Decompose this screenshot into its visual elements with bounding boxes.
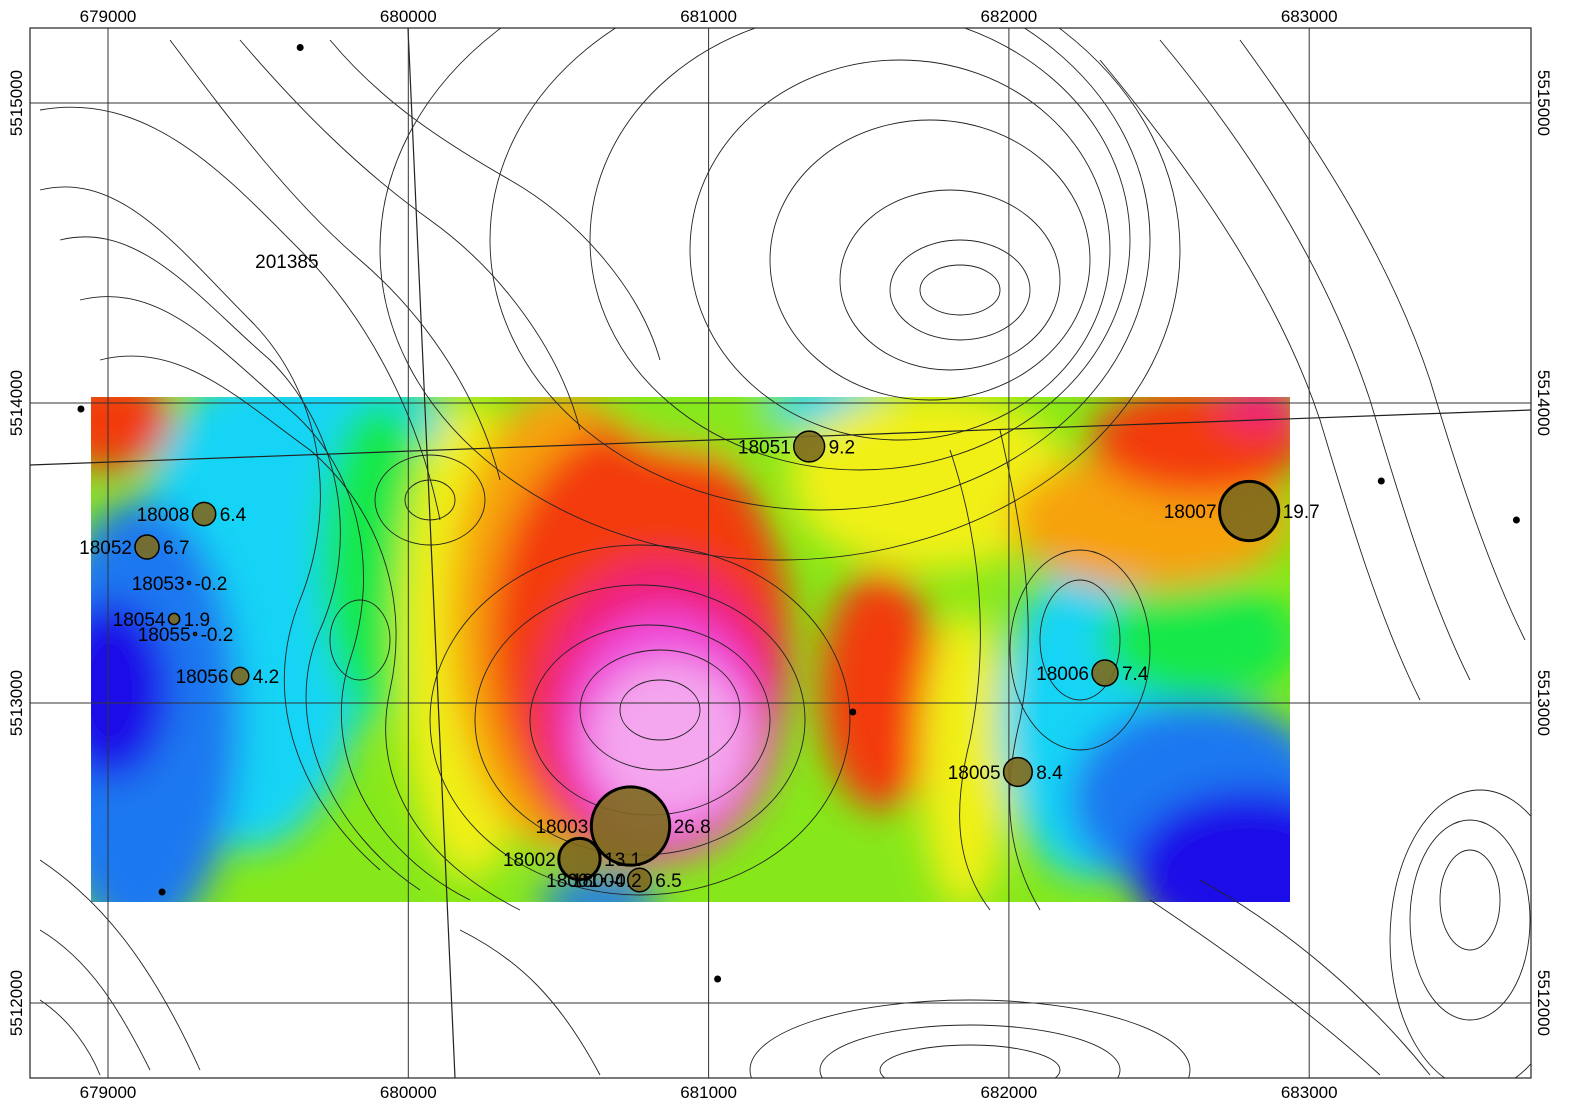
station-id-label: 18052 bbox=[79, 538, 132, 559]
x-tick-label-top: 681000 bbox=[680, 7, 737, 26]
station-marker bbox=[1002, 756, 1033, 788]
y-tick-label-left: 5514000 bbox=[7, 370, 26, 436]
station-marker bbox=[230, 666, 250, 686]
reference-point bbox=[296, 44, 304, 51]
station-id-label: 18053 bbox=[132, 574, 185, 595]
y-tick-label-right: 5513000 bbox=[1534, 670, 1553, 736]
color-raster bbox=[91, 397, 1290, 902]
survey-lines bbox=[29, 27, 1532, 1079]
station-id-label: 18004 bbox=[572, 871, 625, 892]
x-tick-label-top: 679000 bbox=[80, 7, 137, 26]
station-marker bbox=[1218, 479, 1281, 543]
map-frame: 679000 679000 680000 680000 681000 681000 6820… bbox=[7, 7, 1553, 1102]
y-tick-label-left: 5515000 bbox=[7, 70, 26, 136]
station-id-label: 18003 bbox=[535, 817, 588, 838]
map-grid bbox=[30, 28, 1531, 1078]
station-value-label: 7.4 bbox=[1122, 664, 1149, 685]
station-value-label: -0.2 bbox=[609, 871, 642, 892]
station-value-label: 6.7 bbox=[163, 538, 189, 559]
y-tick-label-right: 5514000 bbox=[1534, 370, 1553, 436]
x-tick-label-bottom: 683000 bbox=[1281, 1083, 1338, 1102]
station-value-label: 1.9 bbox=[184, 610, 210, 631]
station-value-label: 4.2 bbox=[253, 667, 279, 688]
station-markers bbox=[134, 430, 1281, 893]
station-labels: 18051 9.2 18007 19.7 18008 6.4 18052 6.7 18053 -0… bbox=[79, 438, 1320, 893]
station-value-label: 6.4 bbox=[220, 505, 247, 526]
station-id-label: 18008 bbox=[137, 505, 190, 526]
station-id-label: 18007 bbox=[1164, 502, 1217, 523]
station-marker bbox=[186, 580, 192, 586]
station-value-label: 26.8 bbox=[674, 817, 711, 838]
station-id-label: 18051 bbox=[738, 438, 791, 459]
station-value-label: -0.2 bbox=[201, 625, 234, 646]
station-value-label: 6.5 bbox=[655, 871, 681, 892]
station-value-label: 13.1 bbox=[604, 850, 641, 871]
station-id-label: 18006 bbox=[1036, 664, 1089, 685]
station-id-label: 18002 bbox=[503, 850, 556, 871]
x-tick-label-top: 683000 bbox=[1281, 7, 1338, 26]
station-id-label: 18056 bbox=[176, 667, 229, 688]
station-id-label: 18001 bbox=[546, 871, 599, 892]
y-tick-label-left: 5513000 bbox=[7, 670, 26, 736]
station-marker bbox=[589, 785, 672, 867]
reference-point bbox=[77, 405, 85, 413]
station-marker bbox=[793, 430, 826, 463]
y-tick-label-right: 5512000 bbox=[1534, 970, 1553, 1036]
reference-points bbox=[77, 44, 1520, 983]
station-value-label: 19.7 bbox=[1283, 502, 1320, 523]
station-marker bbox=[191, 501, 217, 527]
station-value-label: 9.2 bbox=[829, 438, 855, 459]
y-tick-label-right: 5515000 bbox=[1534, 70, 1553, 136]
x-tick-label-top: 682000 bbox=[981, 7, 1038, 26]
reference-point bbox=[1377, 477, 1385, 485]
station-id-label: 18005 bbox=[948, 763, 1001, 784]
x-tick-label-top: 680000 bbox=[380, 7, 437, 26]
station-marker bbox=[557, 836, 602, 882]
station-id-label: 18054 bbox=[113, 610, 166, 631]
reference-point bbox=[1512, 516, 1520, 524]
x-tick-label-bottom: 679000 bbox=[80, 1083, 137, 1102]
station-marker bbox=[1091, 659, 1119, 687]
station-value-label: 8.4 bbox=[1036, 763, 1063, 784]
reference-point bbox=[714, 975, 722, 983]
x-tick-label-bottom: 680000 bbox=[380, 1083, 437, 1102]
y-tick-label-left: 5512000 bbox=[7, 970, 26, 1036]
station-value-label: -0.2 bbox=[195, 574, 228, 595]
station-marker bbox=[134, 534, 160, 560]
station-id-label: 18055 bbox=[138, 625, 191, 646]
station-marker bbox=[627, 867, 653, 893]
x-tick-label-bottom: 682000 bbox=[981, 1083, 1038, 1102]
reference-point bbox=[158, 888, 166, 896]
extra-station-label: 201385 bbox=[255, 252, 318, 273]
station-marker bbox=[192, 631, 198, 637]
topographic-contours bbox=[39, 28, 1531, 1078]
map-border bbox=[29, 27, 1532, 1079]
station-marker bbox=[167, 612, 181, 626]
x-tick-label-bottom: 681000 bbox=[680, 1083, 737, 1102]
station-marker bbox=[601, 877, 606, 883]
reference-point bbox=[849, 708, 857, 716]
